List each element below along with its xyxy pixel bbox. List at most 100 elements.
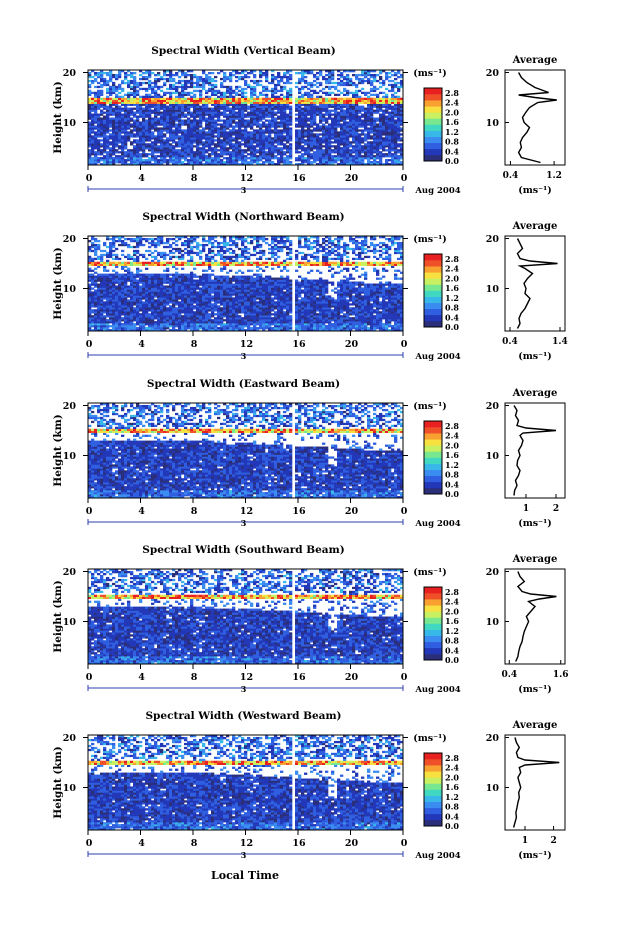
heatmap-cell [319, 113, 323, 116]
heatmap-cell [349, 157, 353, 160]
heatmap-cell [157, 243, 161, 247]
heatmap-cell [88, 123, 92, 126]
heatmap-cell [277, 125, 281, 128]
heatmap-cell [289, 109, 293, 112]
heatmap-cell [145, 293, 149, 296]
heatmap-cell [379, 103, 383, 106]
heatmap-cell [178, 115, 182, 118]
heatmap-cell [139, 121, 143, 124]
heatmap-cell [94, 161, 98, 164]
heatmap-cell [265, 127, 269, 130]
heatmap-cell [103, 329, 107, 332]
heatmap-cell [130, 149, 134, 152]
heatmap-cell [157, 79, 161, 83]
heatmap-cell [241, 97, 245, 100]
heatmap-cell [226, 151, 230, 154]
heatmap-cell [157, 99, 161, 102]
heatmap-cell [202, 133, 206, 136]
heatmap-cell [115, 307, 119, 310]
heatmap-cell [295, 133, 299, 136]
heatmap-cell [229, 97, 233, 100]
heatmap-cell [400, 81, 404, 85]
heatmap-cell [145, 89, 149, 93]
heatmap-cell [211, 161, 215, 164]
heatmap-cell [121, 285, 125, 288]
heatmap-cell [301, 107, 305, 110]
heatmap-cell [178, 113, 182, 116]
heatmap-cell [178, 141, 182, 144]
heatmap-cell [391, 129, 395, 132]
heatmap-cell [289, 89, 293, 93]
heatmap-cell [316, 111, 320, 114]
heatmap-cell [355, 97, 359, 100]
heatmap-cell [235, 141, 239, 144]
heatmap-cell [235, 111, 239, 114]
heatmap-cell [133, 129, 137, 132]
heatmap-cell [331, 85, 335, 89]
heatmap-cell [127, 315, 131, 318]
heatmap-cell [139, 243, 143, 247]
heatmap-cell [271, 99, 275, 102]
heatmap-cell [199, 97, 203, 100]
heatmap-cell [304, 151, 308, 154]
heatmap-cell [268, 119, 272, 122]
heatmap-cell [208, 115, 212, 118]
heatmap-cell [244, 83, 248, 87]
heatmap-cell [97, 279, 101, 282]
heatmap-cell [154, 95, 158, 99]
heatmap-cell [256, 141, 260, 144]
heatmap-cell [91, 117, 95, 120]
heatmap-cell [241, 157, 245, 160]
heatmap-cell [226, 87, 230, 91]
heatmap-cell [151, 287, 155, 290]
heatmap-cell [298, 99, 302, 102]
heatmap-cell [379, 77, 383, 81]
heatmap-cell [319, 133, 323, 136]
heatmap-cell [313, 111, 317, 114]
heatmap-cell [283, 101, 287, 104]
heatmap-cell [208, 111, 212, 114]
heatmap-cell [385, 131, 389, 134]
heatmap-cell [250, 123, 254, 126]
heatmap-cell [322, 161, 326, 164]
heatmap-cell [91, 317, 95, 320]
heatmap-cell [127, 119, 131, 122]
heatmap-cell [109, 137, 113, 140]
heatmap-cell [388, 101, 392, 104]
heatmap-cell [289, 163, 293, 166]
heatmap-cell [154, 295, 158, 298]
heatmap-cell [250, 91, 254, 95]
heatmap-cell [352, 115, 356, 118]
heatmap-cell [130, 97, 134, 100]
heatmap-cell [148, 103, 152, 106]
heatmap-cell [331, 105, 335, 108]
heatmap-cell [112, 289, 116, 292]
heatmap-cell [289, 97, 293, 100]
heatmap-cell [106, 301, 110, 304]
heatmap-cell [352, 121, 356, 124]
heatmap-cell [118, 319, 122, 322]
heatmap-cell [268, 107, 272, 110]
heatmap-cell [376, 139, 380, 142]
heatmap-cell [283, 151, 287, 154]
heatmap-cell [148, 161, 152, 164]
heatmap-cell [325, 131, 329, 134]
heatmap-cell [205, 75, 209, 79]
heatmap-cell [370, 75, 374, 79]
heatmap-cell [319, 111, 323, 114]
heatmap-cell [331, 91, 335, 95]
heatmap-cell [214, 151, 218, 154]
heatmap-cell [280, 111, 284, 114]
heatmap-cell [367, 133, 371, 136]
heatmap-cell [277, 139, 281, 142]
heatmap-cell [103, 117, 107, 120]
heatmap-cell [214, 149, 218, 152]
heatmap-cell [109, 163, 113, 166]
heatmap-cell [280, 97, 284, 100]
heatmap-cell [157, 139, 161, 142]
heatmap-cell [148, 261, 152, 265]
heatmap-cell [94, 137, 98, 140]
heatmap-cell [220, 139, 224, 142]
heatmap-cell [148, 279, 152, 282]
heatmap-cell [148, 107, 152, 110]
